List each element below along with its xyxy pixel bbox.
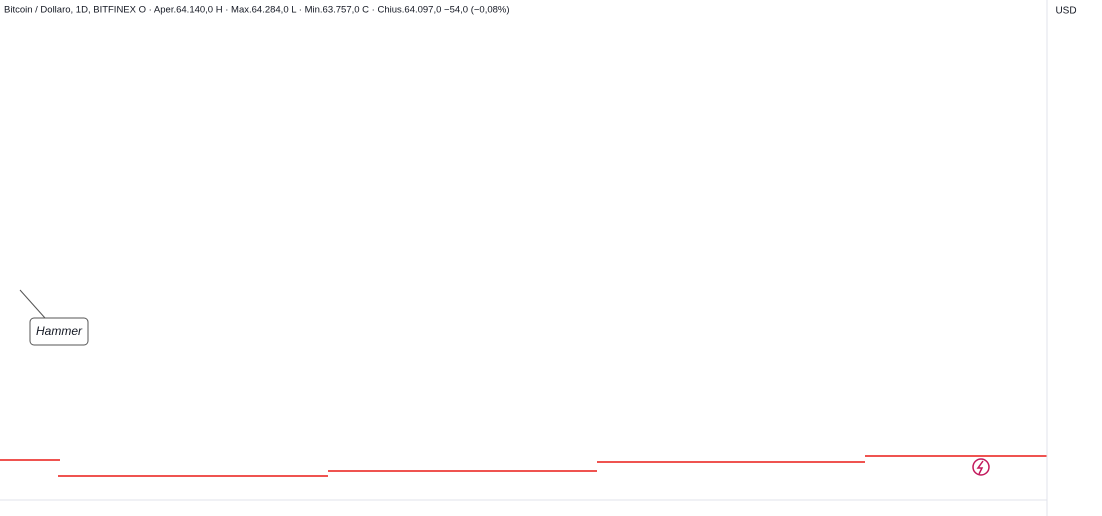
alert-icon[interactable] bbox=[972, 458, 990, 476]
callout-pointer bbox=[19, 289, 46, 319]
callout-box bbox=[29, 317, 89, 346]
header: Bitcoin / Dollaro, 1D, BITFINEX O · Aper… bbox=[4, 5, 510, 16]
callout-text: Hammer bbox=[36, 324, 83, 338]
header-bg bbox=[0, 0, 560, 20]
currency: USD bbox=[1055, 6, 1076, 17]
alert-bolt bbox=[976, 460, 984, 475]
annotations: Hammer bbox=[0, 289, 1047, 477]
